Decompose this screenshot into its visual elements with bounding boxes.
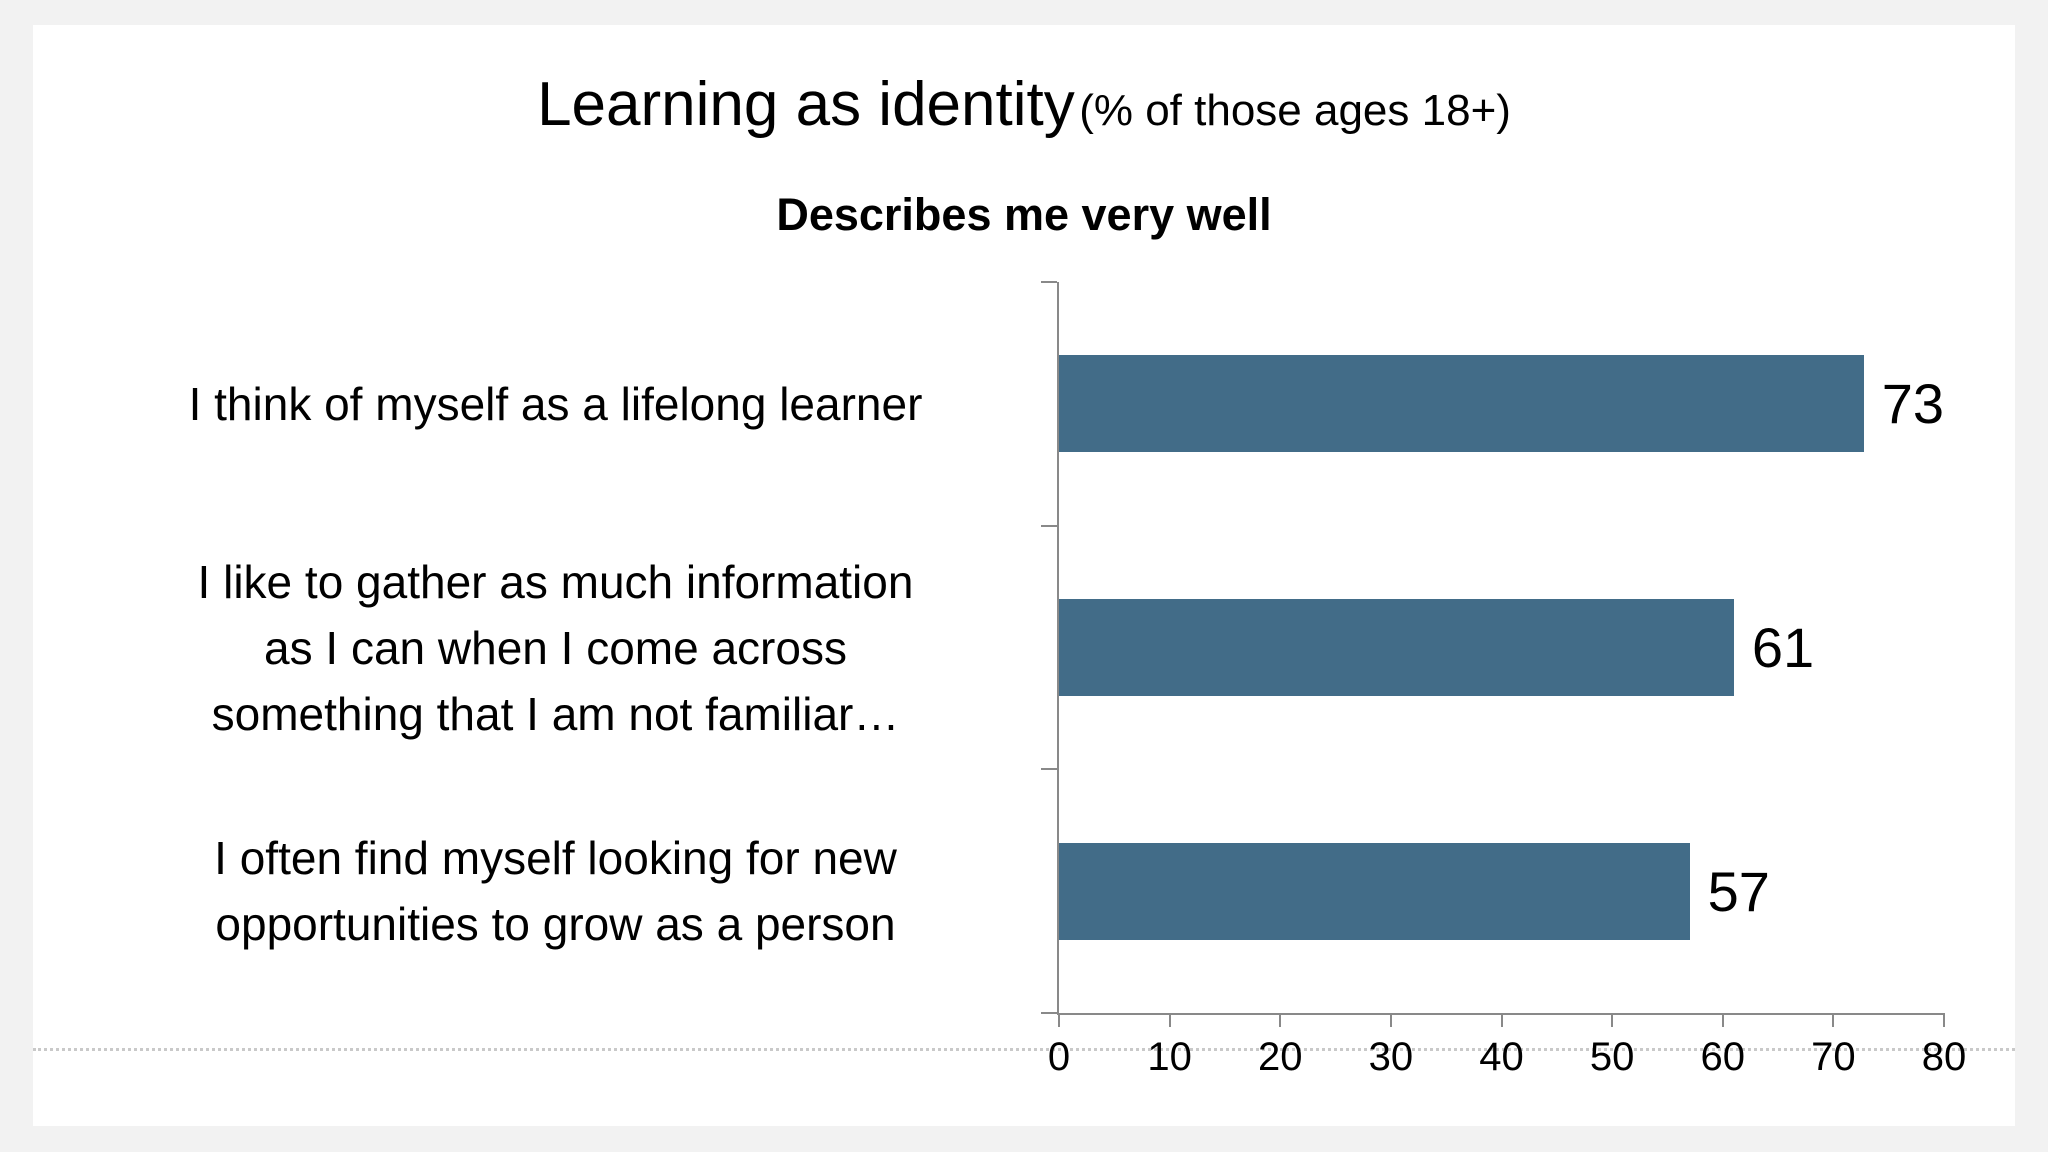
x-axis-tick [1168,1013,1171,1027]
x-axis-tick [1279,1013,1282,1027]
chart-title-note: (% of those ages 18+) [1079,86,1511,135]
category-labels-column: I think of myself as a lifelong learner I… [73,282,1038,1013]
bar [1059,355,1864,453]
x-axis-tick-label: 80 [1921,1035,1967,1079]
x-axis-tick-label: 30 [1368,1035,1414,1079]
category-label-line: something that I am not familiar… [211,687,900,740]
x-axis-tick [1721,1013,1724,1027]
x-axis-tick-label: 40 [1479,1035,1524,1079]
chart-header: Learning as identity (% of those ages 18… [33,67,2015,243]
category-label-line: as I can when I come across [264,621,847,674]
bar-value-label: 61 [1751,615,1815,679]
bar-value-label: 73 [1881,372,1944,436]
x-axis-tick-label: 0 [1047,1035,1071,1079]
bar-row: 57 [1059,769,1944,1013]
y-axis-tick [1041,281,1057,283]
category-label-line: I think of myself as a lifelong learner [188,377,923,430]
chart-subtitle: Describes me very well [776,189,1272,240]
slide-card: Learning as identity (% of those ages 18… [33,25,2015,1126]
y-axis-tick [1041,1012,1057,1014]
category-label-line: opportunities to grow as a person [215,898,896,951]
x-axis-tick [1058,1013,1060,1027]
bar-row: 61 [1059,526,1944,770]
chart-title: Learning as identity [537,70,1075,139]
plot-area: 73 61 57 0 10 20 30 40 50 60 70 80 [1041,281,1966,1079]
x-axis-tick-label: 20 [1258,1035,1303,1079]
category-label: I like to gather as much information as I… [73,526,1038,770]
bar-row: 73 [1059,282,1944,526]
x-axis-tick [1832,1013,1835,1027]
bottom-dotted-divider [33,1048,2015,1051]
y-axis-tick [1041,524,1057,527]
bar-value-label: 57 [1707,859,1770,923]
x-axis-tick-label: 70 [1811,1035,1856,1079]
x-axis-tick-label: 10 [1147,1035,1192,1079]
x-axis-tick-label: 50 [1589,1035,1635,1079]
x-axis-tick [1611,1013,1614,1027]
bar [1059,598,1734,696]
bar [1059,842,1690,940]
category-label-line: I like to gather as much information [197,555,914,608]
chart-title-line: Learning as identity (% of those ages 18… [33,67,2015,159]
category-label: I often find myself looking for new oppor… [73,769,1038,1013]
y-axis-tick [1041,768,1057,771]
x-axis-tick-label: 60 [1700,1035,1746,1079]
x-axis-tick [1500,1013,1503,1027]
x-axis-tick [1389,1013,1392,1027]
category-label-line: I often find myself looking for new [214,832,897,885]
x-axis-tick [1943,1013,1945,1027]
category-label: I think of myself as a lifelong learner [73,282,1038,526]
